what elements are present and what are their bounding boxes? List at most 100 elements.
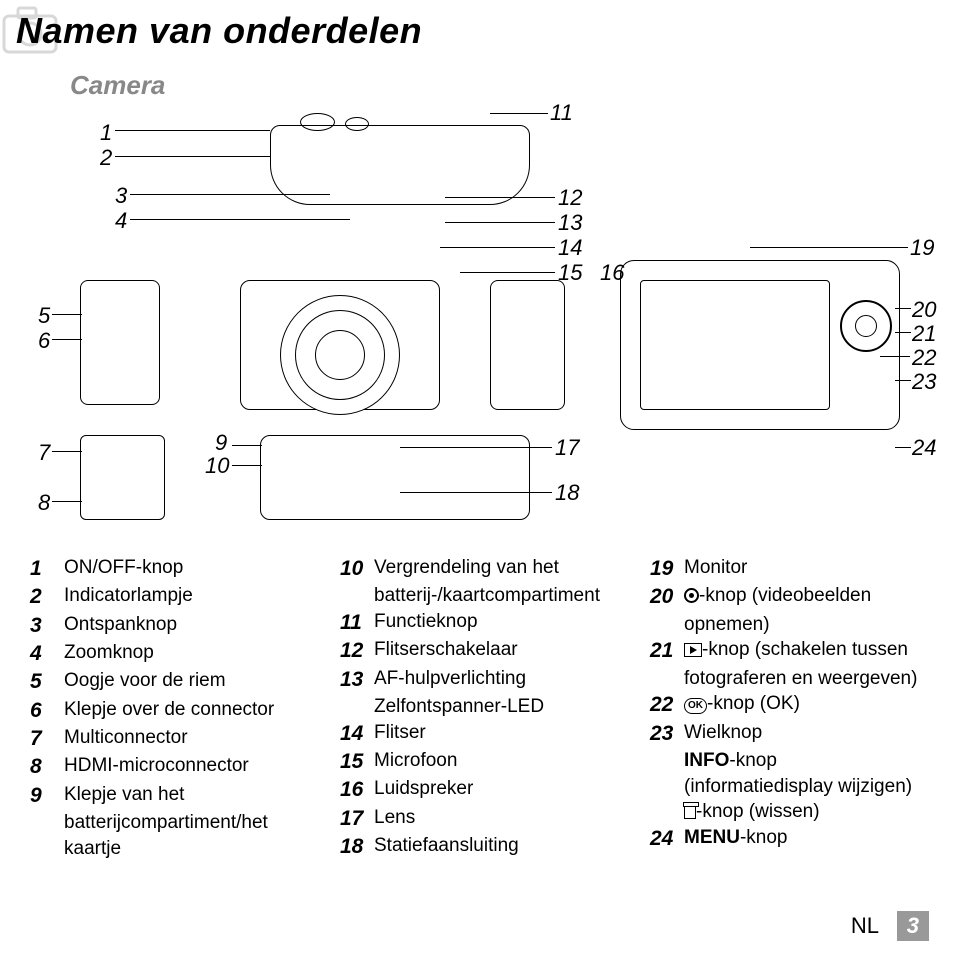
legend-number: 9: [30, 782, 56, 810]
legend-text: Monitor: [684, 555, 747, 581]
legend-item: 7Multiconnector: [30, 725, 310, 753]
leader-22: [880, 356, 910, 357]
legend-text: Microfoon: [374, 748, 457, 774]
legend-item: 18 Statiefaansluiting: [340, 833, 620, 861]
page-subtitle: Camera: [70, 70, 165, 101]
legend-number: 11: [340, 609, 366, 637]
legend-number: 15: [340, 748, 366, 776]
legend-number: 16: [340, 776, 366, 804]
legend-text: Indicatorlampje: [64, 583, 193, 609]
callout-6: 6: [38, 328, 50, 354]
legend-item: 22 OK-knop (OK): [650, 691, 930, 719]
legend-text: Flitser: [374, 720, 426, 746]
callout-5: 5: [38, 303, 50, 329]
callout-11: 11: [550, 100, 573, 126]
legend-item: 17Lens: [340, 805, 620, 833]
legend-item: 2Indicatorlampje: [30, 583, 310, 611]
legend-text: INFO-knop: [684, 750, 777, 771]
legend-text: kaartje: [64, 838, 121, 859]
legend-text: Statiefaansluiting: [374, 833, 519, 859]
legend-number: 22: [650, 691, 676, 719]
legend-item: batterij-/kaartcompartiment: [340, 583, 620, 609]
legend-text: Ontspanknop: [64, 612, 177, 638]
legend-text: MENU-knop: [684, 825, 787, 851]
legend-number: 19: [650, 555, 676, 583]
monitor-screen: [640, 280, 830, 410]
legend-text: Zelfontspanner-LED: [374, 696, 544, 717]
leader-19: [750, 247, 908, 248]
legend-item: 6Klepje over de connector: [30, 697, 310, 725]
legend-item: 4 Zoomknop: [30, 640, 310, 668]
lens-inner: [315, 330, 365, 380]
legend-text: Oogje voor de riem: [64, 668, 226, 694]
ok-icon: OK: [684, 698, 707, 714]
legend-number: 5: [30, 668, 56, 696]
page-title: Namen van onderdelen: [16, 10, 422, 52]
legend-item: 16Luidspreker: [340, 776, 620, 804]
callout-2: 2: [100, 145, 112, 171]
leader-9: [232, 445, 262, 446]
callout-1: 1: [100, 120, 112, 146]
callout-12: 12: [558, 185, 582, 211]
camera-bottom-left: [80, 435, 165, 520]
legend-item: 20-knop (videobeelden: [650, 583, 930, 611]
legend-item: fotograferen en weergeven): [650, 666, 930, 692]
legend-number: 21: [650, 637, 676, 665]
ok-button-icon: [855, 315, 877, 337]
legend-number: 8: [30, 753, 56, 781]
footer-page-number: 3: [897, 911, 929, 941]
legend-number: 7: [30, 725, 56, 753]
legend-number: 24: [650, 825, 676, 853]
legend-item: INFO-knop: [650, 748, 930, 774]
callout-20: 20: [912, 297, 936, 323]
legend-text: Vergrendeling van het: [374, 555, 559, 581]
leader-10: [232, 465, 262, 466]
legend-text: -knop (wissen): [696, 801, 820, 822]
legend-item: Zelfontspanner-LED: [340, 694, 620, 720]
legend-col-3: 19 Monitor20-knop (videobeeldenopnemen)21…: [650, 555, 930, 861]
legend-text: Wielknop: [684, 720, 762, 746]
legend-item: -knop (wissen): [650, 799, 930, 825]
legend-text: fotograferen en weergeven): [684, 668, 917, 689]
callout-21: 21: [912, 321, 936, 347]
legend-item: (informatiedisplay wijzigen): [650, 774, 930, 800]
legend-item: opnemen): [650, 612, 930, 638]
legend-number: 14: [340, 720, 366, 748]
legend-text: Zoomknop: [64, 640, 154, 666]
callout-16: 16: [600, 260, 624, 286]
legend-item: 21 -knop (schakelen tussen: [650, 637, 930, 665]
legend-number: 17: [340, 805, 366, 833]
callout-8: 8: [38, 490, 50, 516]
legend-number: 1: [30, 555, 56, 583]
leader-20: [895, 308, 911, 309]
legend-text: OK-knop (OK): [684, 691, 800, 717]
callout-24: 24: [912, 435, 936, 461]
camera-side-right: [490, 280, 565, 410]
callout-19: 19: [910, 235, 934, 261]
legend-item: 9Klepje van het: [30, 782, 310, 810]
camera-diagram: 1 2 3 4 5 6 7 8 9 10 11 12 13 14 15 16 1…: [0, 105, 959, 535]
callout-22: 22: [912, 345, 936, 371]
callout-17: 17: [555, 435, 579, 461]
legend-item: 11Functieknop: [340, 609, 620, 637]
legend-text: batterij-/kaartcompartiment: [374, 585, 600, 606]
camera-side-left: [80, 280, 160, 405]
leader-13: [445, 222, 555, 223]
legend-item: 19 Monitor: [650, 555, 930, 583]
legend-item: 15 Microfoon: [340, 748, 620, 776]
leader-1: [115, 130, 270, 131]
leader-23: [895, 380, 911, 381]
callout-10: 10: [205, 453, 229, 479]
legend-text: Flitserschakelaar: [374, 637, 518, 663]
shutter-icon: [345, 117, 369, 131]
legend-text: -knop (schakelen tussen: [684, 637, 908, 663]
legend-number: 12: [340, 637, 366, 665]
callout-14: 14: [558, 235, 582, 261]
record-icon: [684, 588, 699, 603]
legend-number: 18: [340, 833, 366, 861]
legend-item: 12 Flitserschakelaar: [340, 637, 620, 665]
callout-18: 18: [555, 480, 579, 506]
legend-text: (informatiedisplay wijzigen): [684, 776, 912, 797]
leader-21: [895, 332, 911, 333]
legend-number: 4: [30, 640, 56, 668]
